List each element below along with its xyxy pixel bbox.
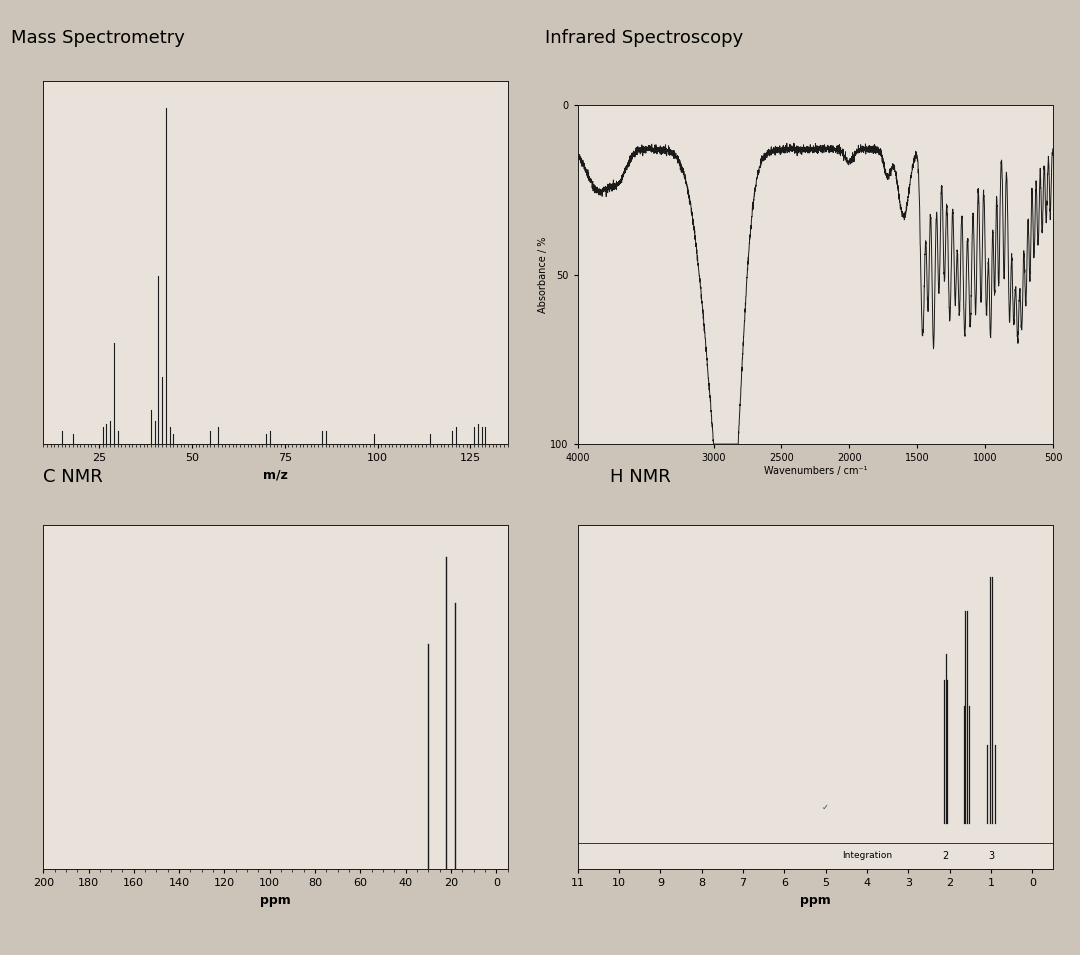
Text: 2: 2	[943, 851, 948, 861]
Y-axis label: Absorbance / %: Absorbance / %	[538, 237, 548, 312]
Text: C NMR: C NMR	[43, 468, 103, 486]
Text: 3: 3	[988, 851, 994, 861]
Text: Mass Spectrometry: Mass Spectrometry	[11, 29, 185, 47]
Text: H NMR: H NMR	[610, 468, 671, 486]
Text: Integration: Integration	[842, 851, 892, 860]
X-axis label: ppm: ppm	[800, 894, 831, 906]
X-axis label: m/z: m/z	[262, 469, 288, 481]
Text: Infrared Spectroscopy: Infrared Spectroscopy	[545, 29, 744, 47]
Text: ✓: ✓	[822, 802, 829, 812]
X-axis label: ppm: ppm	[260, 894, 291, 906]
X-axis label: Wavenumbers / cm⁻¹: Wavenumbers / cm⁻¹	[764, 466, 867, 476]
